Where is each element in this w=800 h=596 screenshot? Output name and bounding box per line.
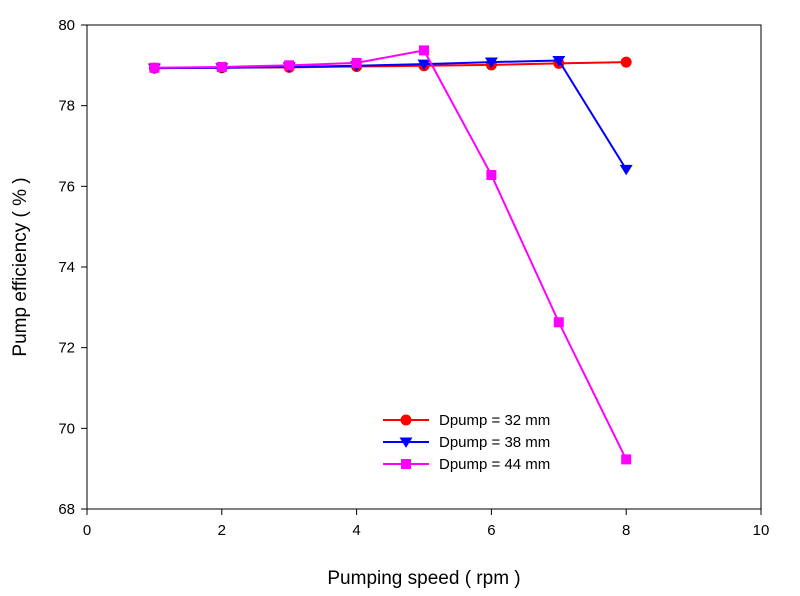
y-tick-label: 68 (58, 501, 75, 518)
data-point (284, 60, 295, 71)
data-point (419, 45, 429, 56)
y-tick-label: 78 (58, 98, 75, 115)
legend-marker (399, 437, 413, 448)
series-2 (147, 55, 633, 176)
y-tick-label: 76 (58, 178, 75, 195)
legend: Dpump = 32 mm Dpump = 38 mm Dpump = 44 mm (383, 412, 550, 473)
legend-item: Dpump = 38 mm (383, 434, 550, 451)
x-tick-label: 4 (352, 522, 360, 539)
y-axis-title: Pump efficiency ( % ) (10, 177, 31, 356)
y-tick-label: 74 (58, 259, 75, 276)
y-tick-label: 72 (58, 340, 75, 357)
data-point (351, 57, 362, 68)
data-point (484, 57, 498, 68)
legend-item: Dpump = 44 mm (383, 456, 550, 473)
legend-label: Dpump = 44 mm (439, 456, 550, 473)
series-line (154, 49, 628, 460)
data-point (620, 56, 632, 68)
series-layer (147, 45, 633, 465)
x-tick-label: 6 (487, 522, 495, 539)
legend-item: Dpump = 32 mm (383, 412, 550, 429)
series-3 (149, 45, 632, 465)
data-point (553, 317, 564, 328)
y-tick-label: 80 (58, 17, 75, 34)
legend-label: Dpump = 32 mm (439, 412, 550, 429)
legend-marker (401, 459, 411, 469)
data-point (552, 55, 566, 67)
data-point (621, 454, 632, 465)
legend-marker (400, 414, 412, 426)
data-point (619, 164, 633, 176)
data-point (486, 170, 497, 181)
data-point (417, 59, 431, 70)
x-tick-label: 0 (83, 522, 91, 539)
x-tick-label: 10 (753, 522, 770, 539)
y-tick-label: 70 (58, 420, 75, 437)
data-point (216, 61, 227, 72)
series-line (154, 59, 628, 170)
legend-label: Dpump = 38 mm (439, 434, 550, 451)
data-point (149, 62, 160, 73)
x-axis-title: Pumping speed ( rpm ) (327, 568, 520, 589)
axis-ticks (81, 24, 762, 515)
x-tick-label: 2 (218, 522, 226, 539)
x-tick-label: 8 (622, 522, 630, 539)
plot-border (86, 24, 762, 510)
plot-area (86, 24, 762, 510)
